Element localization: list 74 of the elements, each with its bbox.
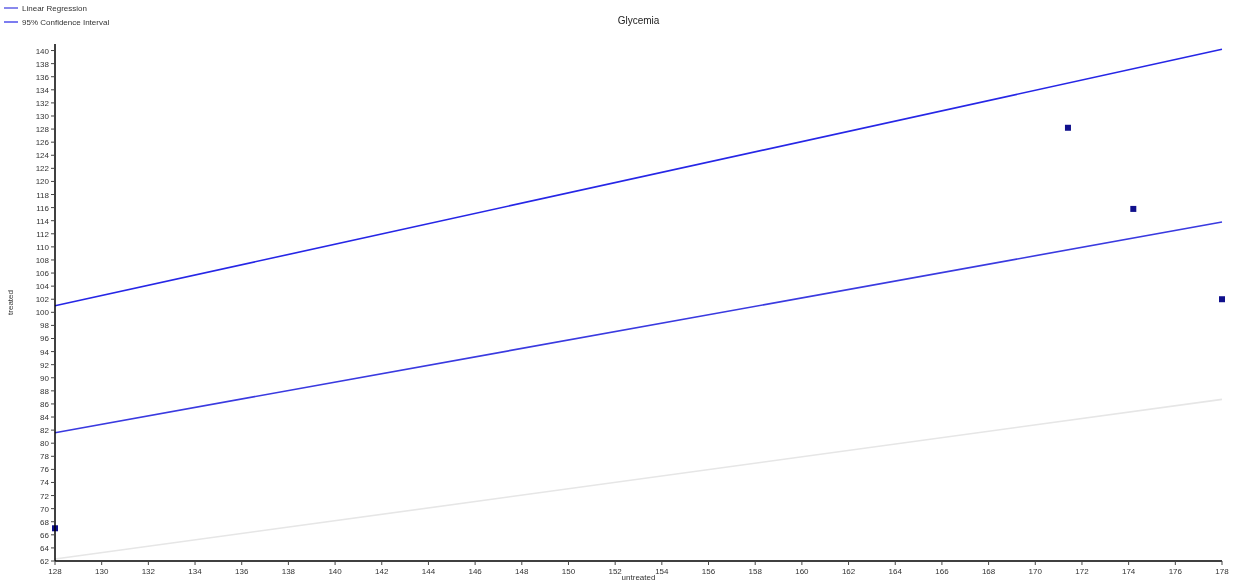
y-tick-label: 74 <box>40 478 50 488</box>
x-tick-label: 142 <box>375 567 389 576</box>
x-axis-title: untreated <box>621 573 656 582</box>
y-tick-label: 124 <box>35 151 50 161</box>
y-tick-label: 136 <box>35 72 50 82</box>
y-tick-label: 102 <box>35 295 50 305</box>
y-tick-label: 76 <box>40 465 50 475</box>
x-tick-label: 150 <box>561 567 576 576</box>
y-tick-label: 120 <box>35 177 50 187</box>
y-tick-label: 122 <box>35 164 50 174</box>
y-tick-label: 70 <box>40 504 50 514</box>
legend-label: Linear Regression <box>22 4 87 13</box>
y-tick-label: 98 <box>40 321 50 331</box>
y-tick-label: 100 <box>35 308 50 318</box>
x-tick-label: 174 <box>1121 567 1136 576</box>
y-tick-label: 138 <box>35 59 50 69</box>
y-tick-label: 108 <box>35 255 50 265</box>
y-tick-label: 82 <box>40 426 50 436</box>
x-tick-label: 170 <box>1028 567 1043 576</box>
x-tick-label: 146 <box>468 567 483 576</box>
x-tick-label: 176 <box>1168 567 1183 576</box>
x-tick-label: 160 <box>795 567 810 576</box>
legend-label: 95% Confidence Interval <box>22 18 110 27</box>
point <box>1130 205 1137 212</box>
y-tick-label: 140 <box>35 46 50 56</box>
x-tick-label: 140 <box>328 567 343 576</box>
x-tick-label: 164 <box>888 567 903 576</box>
y-tick-label: 66 <box>40 530 50 540</box>
x-tick-label: 130 <box>95 567 109 576</box>
point <box>1219 296 1225 303</box>
y-tick-label: 130 <box>35 111 50 121</box>
x-tick-label: 158 <box>748 567 763 576</box>
y-tick-label: 96 <box>40 334 50 344</box>
y-tick-label: 94 <box>40 347 50 357</box>
y-tick-label: 114 <box>36 216 50 226</box>
point <box>1064 124 1071 131</box>
y-tick-label: 72 <box>40 491 50 501</box>
x-tick-label: 136 <box>235 567 249 576</box>
y-tick-label: 84 <box>40 413 50 423</box>
y-tick-label: 62 <box>40 557 50 566</box>
y-tick-label: 88 <box>40 386 50 396</box>
x-tick-label: 148 <box>515 567 530 576</box>
y-tick-label: 118 <box>36 190 50 200</box>
y-tick-label: 86 <box>40 399 50 409</box>
y-tick-label: 104 <box>35 282 50 292</box>
x-tick-label: 138 <box>281 567 296 576</box>
y-tick-label: 128 <box>35 125 50 135</box>
y-tick-label: 64 <box>40 543 50 553</box>
x-tick-label: 168 <box>981 567 996 576</box>
x-tick-label: 156 <box>701 567 716 576</box>
y-tick-label: 90 <box>40 373 50 383</box>
x-tick-label: 178 <box>1215 567 1230 576</box>
y-tick-label: 132 <box>35 98 50 108</box>
x-tick-label: 154 <box>655 567 670 576</box>
x-tick-label: 152 <box>608 567 623 576</box>
y-tick-label: 92 <box>40 360 50 370</box>
y-tick-label: 126 <box>35 138 50 148</box>
y-tick-label: 134 <box>35 85 50 95</box>
y-tick-label: 116 <box>36 203 50 213</box>
x-tick-label: 162 <box>841 567 856 576</box>
x-tick-label: 172 <box>1075 567 1090 576</box>
y-tick-label: 110 <box>36 242 50 252</box>
y-axis-title: treated <box>6 290 15 315</box>
x-tick-label: 144 <box>421 567 436 576</box>
y-tick-label: 106 <box>35 269 50 279</box>
x-tick-label: 128 <box>48 567 63 576</box>
y-tick-label: 68 <box>40 517 50 527</box>
chart-title: Glycemia <box>617 15 660 26</box>
y-tick-label: 78 <box>40 452 50 462</box>
y-tick-label: 80 <box>40 439 50 449</box>
y-tick-label: 112 <box>36 229 50 239</box>
x-tick-label: 134 <box>188 567 203 576</box>
x-tick-label: 166 <box>935 567 950 576</box>
x-tick-label: 132 <box>141 567 156 576</box>
